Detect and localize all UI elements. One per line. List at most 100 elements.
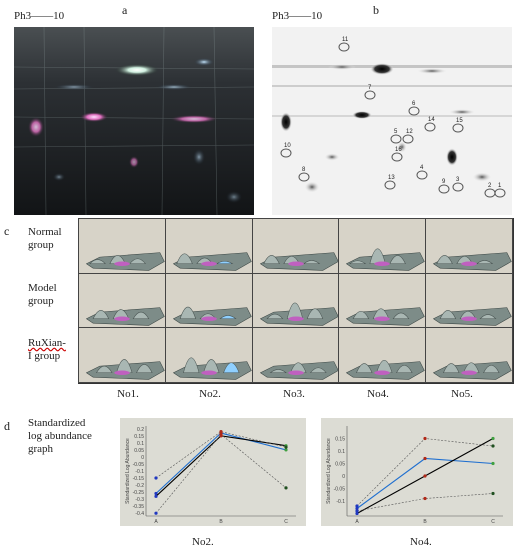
landscape-peak bbox=[176, 253, 193, 265]
landscape-peak bbox=[269, 369, 287, 374]
landscape-peak bbox=[222, 362, 240, 374]
panel-b-ph-label: Ph3——10 bbox=[272, 10, 323, 22]
panel-d-title: Standardized log abundance graph bbox=[28, 417, 92, 455]
landscape-peak bbox=[309, 367, 327, 374]
spot-circle-3 bbox=[452, 182, 464, 192]
landscape-peak bbox=[353, 310, 370, 319]
x-tick-label: C bbox=[491, 519, 495, 525]
landscape-cell-r2-c1 bbox=[78, 272, 166, 329]
series-2-point-1 bbox=[154, 494, 158, 498]
y-tick-label: 0.05 bbox=[335, 462, 345, 468]
y-tick-label: 0 bbox=[141, 455, 144, 461]
series-1-point-1 bbox=[154, 491, 158, 496]
landscape-peak bbox=[302, 260, 320, 265]
landscape-peak bbox=[89, 259, 107, 265]
landscape-cell-r1-c3 bbox=[251, 218, 340, 274]
y-tick-label: -0.4 bbox=[135, 511, 144, 517]
y-tick-label: 0.1 bbox=[338, 449, 345, 455]
landscape-cell-r1-c1 bbox=[78, 218, 166, 274]
landscape-peak bbox=[116, 359, 133, 374]
series-2-point-3 bbox=[491, 436, 495, 441]
landscape-peak bbox=[443, 363, 460, 374]
landscape-peak bbox=[266, 313, 283, 319]
landscape-peak bbox=[215, 260, 234, 265]
x-tick-label: C bbox=[284, 519, 288, 525]
spot-label-14: 14 bbox=[428, 117, 435, 123]
spot-highlight bbox=[114, 370, 130, 376]
landscape-peak bbox=[219, 314, 237, 319]
column-label-no2: No2. bbox=[199, 388, 221, 400]
series-3-point-3 bbox=[491, 444, 495, 448]
plot-caption-no2: No2. bbox=[192, 536, 214, 548]
spot-label-9: 9 bbox=[442, 179, 446, 185]
spot-label-4: 4 bbox=[420, 165, 424, 171]
y-axis-title: Standardized Log Abundance bbox=[125, 438, 131, 504]
landscape-peak bbox=[129, 258, 146, 265]
column-label-no4: No4. bbox=[367, 388, 389, 400]
landscape-peak bbox=[95, 366, 113, 374]
landscape-cell-r3-c1 bbox=[78, 327, 166, 383]
spot-label-5: 5 bbox=[394, 129, 398, 135]
landscape-surface bbox=[346, 252, 426, 271]
landscape-surface bbox=[85, 252, 165, 271]
y-tick-label: 0.05 bbox=[134, 448, 144, 454]
spot-label-2: 2 bbox=[488, 183, 492, 189]
panel-b-letter: b bbox=[373, 3, 379, 17]
panel-a-ph-label: Ph3——10 bbox=[14, 10, 65, 22]
landscape-peak bbox=[389, 255, 407, 265]
landscape-cell-r3-c5 bbox=[425, 327, 513, 383]
x-tick-label: B bbox=[423, 519, 427, 525]
y-axis-title: Standardized Log Abundance bbox=[326, 438, 332, 504]
x-tick-label: A bbox=[154, 519, 158, 525]
y-tick-label: 0 bbox=[342, 474, 345, 480]
series-4-point-1 bbox=[154, 511, 158, 515]
series-4-point-2 bbox=[219, 432, 223, 437]
spot-label-15: 15 bbox=[456, 118, 463, 124]
spot-circle-14 bbox=[424, 122, 436, 132]
landscape-cell-r1-c4 bbox=[338, 218, 427, 274]
landscape-peak bbox=[132, 311, 150, 319]
landscape-cell-r1-c2 bbox=[164, 218, 253, 274]
spot-highlight bbox=[201, 316, 217, 321]
spot-highlight bbox=[374, 316, 391, 321]
landscape-peak bbox=[396, 365, 413, 374]
spot-circle-7 bbox=[364, 90, 376, 100]
spot-label-10: 10 bbox=[284, 143, 291, 149]
gel-image-b: 11 7 6 14 15 12 5 10 16 4 8 13 9 3 2 1 bbox=[272, 27, 512, 215]
plot-caption-no4: No4. bbox=[410, 536, 432, 548]
y-tick-label: -0.35 bbox=[133, 504, 145, 510]
series-2-point-2 bbox=[423, 474, 427, 478]
landscape-peak bbox=[436, 255, 453, 265]
landscape-peak bbox=[92, 309, 110, 319]
landscape-peak bbox=[476, 260, 494, 265]
y-tick-label: 0.15 bbox=[335, 437, 345, 443]
landscape-peak bbox=[479, 313, 497, 319]
y-tick-label: -0.15 bbox=[133, 476, 145, 482]
landscape-peak bbox=[376, 360, 393, 374]
y-tick-label: -0.25 bbox=[133, 490, 145, 496]
spot-circle-4 bbox=[416, 170, 428, 180]
series-3-point-2 bbox=[219, 430, 223, 434]
series-3-point-1 bbox=[154, 476, 158, 480]
spot-circle-10 bbox=[280, 148, 292, 158]
landscape-peak bbox=[369, 248, 387, 265]
y-tick-label: -0.3 bbox=[135, 497, 144, 503]
landscape-peak bbox=[286, 302, 303, 319]
spot-circle-12 bbox=[402, 134, 414, 144]
y-tick-label: -0.2 bbox=[135, 483, 144, 489]
row-label-ruxian: RuXian- I group bbox=[28, 337, 66, 362]
landscape-peak bbox=[262, 255, 280, 265]
column-label-no1: No1. bbox=[117, 388, 139, 400]
spot-highlight bbox=[287, 316, 304, 321]
spot-highlight bbox=[287, 370, 304, 376]
landscape-peak bbox=[483, 365, 500, 374]
row-label-normal: Normal group bbox=[28, 226, 62, 251]
spot-circle-8 bbox=[298, 172, 310, 182]
column-label-no5: No5. bbox=[451, 388, 473, 400]
landscape-cell-r2-c2 bbox=[164, 272, 253, 329]
series-4-point-2 bbox=[423, 496, 427, 501]
spot-highlight bbox=[374, 261, 391, 266]
y-tick-label: 0.15 bbox=[134, 434, 144, 440]
spot-circle-1 bbox=[494, 188, 506, 198]
series-3-point-1 bbox=[355, 504, 359, 508]
